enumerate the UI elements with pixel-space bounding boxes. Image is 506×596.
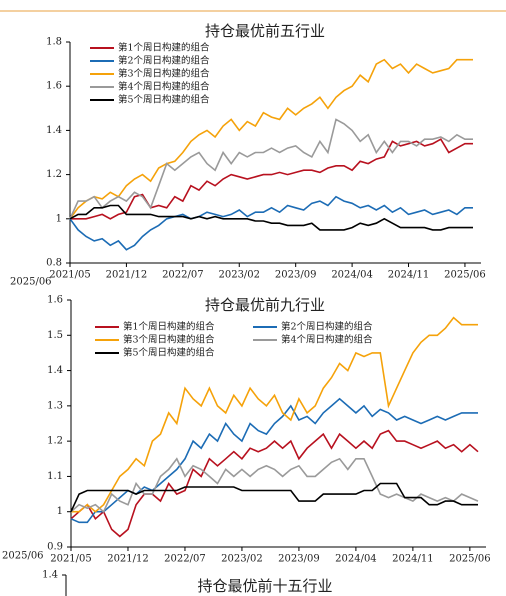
x-tick-label: 2021/12 — [106, 270, 148, 281]
y-tick-label: 1.3 — [47, 400, 63, 411]
x-tick-label: 2023/09 — [275, 270, 317, 281]
chart-title: 持仓最优前十五行业 — [197, 577, 332, 595]
chart-title: 持仓最优前五行业 — [205, 22, 325, 40]
legend-label: 第3个周日构建的组合 — [118, 68, 210, 80]
series-line — [69, 58, 473, 220]
series-line — [69, 195, 473, 251]
x-tick-label: 2025/06 — [449, 554, 491, 565]
series-line — [69, 118, 473, 220]
left-x-label: 2025/06 — [10, 277, 52, 288]
y-tick-label: 1 — [56, 213, 62, 224]
chart-title: 持仓最优前九行业 — [205, 296, 325, 314]
y-tick-label: 0.8 — [46, 258, 62, 269]
series-line — [70, 457, 479, 513]
x-tick-label: 2024/11 — [392, 554, 434, 565]
x-tick-label: 2023/09 — [278, 554, 320, 565]
y-tick-label: 1.4 — [47, 365, 63, 376]
y-tick-label: 1.4 — [42, 570, 58, 581]
legend-label: 第1个周日构建的组合 — [123, 321, 215, 333]
x-tick-label: 2021/12 — [107, 554, 149, 565]
legend-label: 第2个周日构建的组合 — [118, 55, 210, 67]
x-tick-label: 2024/04 — [331, 270, 373, 281]
y-tick-label: 1.4 — [46, 125, 62, 136]
series-line — [69, 204, 473, 231]
x-tick-label: 2022/07 — [162, 270, 204, 281]
x-tick-label: 2024/04 — [335, 554, 377, 565]
legend-label: 第4个周日构建的组合 — [118, 81, 210, 93]
x-tick-label: 2023/02 — [218, 270, 260, 281]
y-tick-label: 1 — [57, 506, 63, 517]
y-tick-label: 0.9 — [47, 542, 63, 553]
legend-label: 第2个周日构建的组合 — [281, 321, 373, 333]
series-line — [70, 138, 473, 220]
y-tick-label: 1.8 — [46, 37, 62, 48]
x-tick-label: 2024/11 — [388, 270, 430, 281]
series-line — [70, 482, 478, 513]
series-line — [71, 316, 478, 513]
legend-label: 第1个周日构建的组合 — [118, 42, 210, 54]
x-tick-label: 2022/07 — [164, 554, 206, 565]
y-tick-label: 1.6 — [46, 81, 62, 92]
legend-label: 第4个周日构建的组合 — [281, 334, 373, 346]
y-tick-label: 1.6 — [47, 295, 63, 306]
y-tick-label: 1.2 — [46, 169, 62, 180]
x-tick-label: 2021/05 — [49, 270, 91, 281]
x-tick-label: 2021/05 — [50, 554, 92, 565]
x-tick-label: 2025/06 — [444, 270, 486, 281]
y-tick-label: 1.2 — [47, 436, 63, 447]
legend-label: 第5个周日构建的组合 — [123, 347, 215, 359]
y-tick-label: 1.1 — [47, 471, 63, 482]
series-line — [70, 397, 478, 524]
left-x-label: 2025/06 — [2, 551, 44, 562]
legend-label: 第5个周日构建的组合 — [118, 94, 210, 106]
x-tick-label: 2023/02 — [221, 554, 263, 565]
legend-label: 第3个周日构建的组合 — [123, 334, 215, 346]
y-tick-label: 1.5 — [47, 330, 63, 341]
series-line — [70, 429, 479, 538]
